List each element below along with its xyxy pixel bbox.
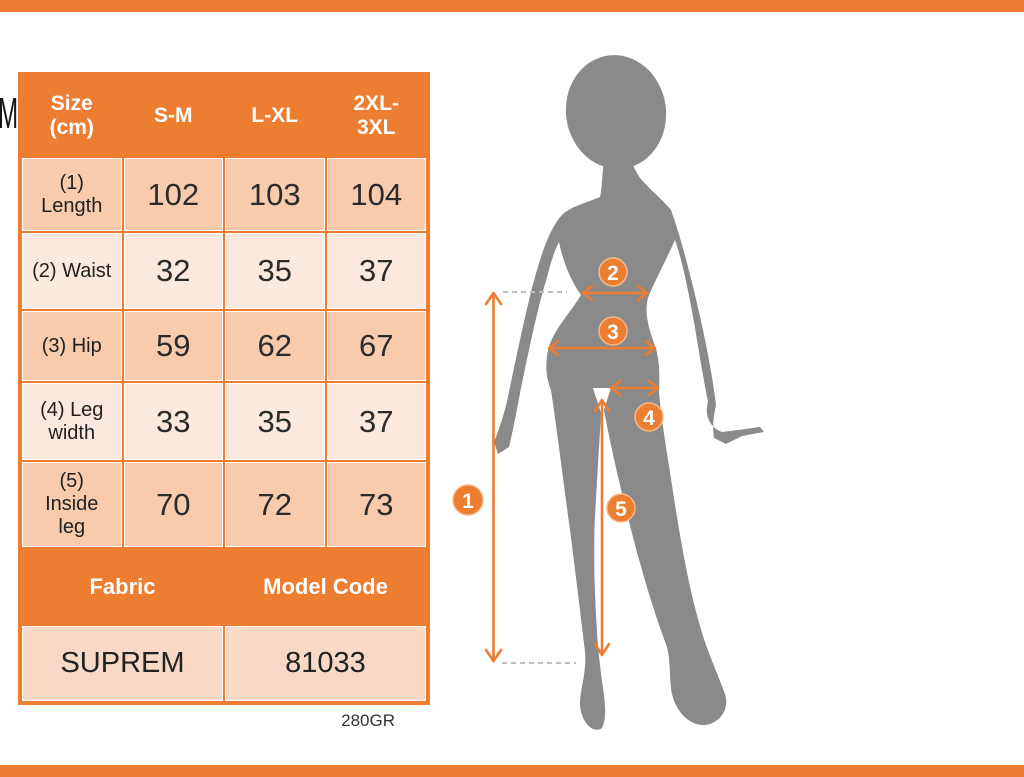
measurement-figure: 1 2 3 4 5 xyxy=(440,40,780,745)
model-code-value: 81033 xyxy=(226,627,425,700)
column-header-sm: S-M xyxy=(124,77,222,155)
row-label-hip: (3) Hip xyxy=(23,312,121,380)
marker-5-number: 5 xyxy=(615,498,627,521)
leg-width-value-lxl: 35 xyxy=(226,384,324,459)
length-value-lxl: 103 xyxy=(226,159,324,230)
left-edge-letter: M xyxy=(0,89,19,138)
leg-width-value-2xl3xl: 37 xyxy=(327,384,425,459)
waist-value-2xl3xl: 37 xyxy=(327,234,425,308)
column-header-2xl3xl: 2XL- 3XL xyxy=(327,77,425,155)
waist-arrow xyxy=(581,284,649,302)
inside-leg-value-sm: 70 xyxy=(124,463,222,546)
model-code-header: Model Code xyxy=(226,550,425,623)
hip-value-2xl3xl: 67 xyxy=(327,312,425,380)
hip-arrow xyxy=(547,339,657,357)
length-value-2xl3xl: 104 xyxy=(327,159,425,230)
leg-width-value-sm: 33 xyxy=(124,384,222,459)
marker-4-number: 4 xyxy=(643,407,655,430)
inside-leg-value-2xl3xl: 73 xyxy=(327,463,425,546)
size-unit-header: Size (cm) xyxy=(23,77,121,155)
marker-2: 2 xyxy=(598,257,628,287)
head-shape xyxy=(565,55,667,169)
marker-1-number: 1 xyxy=(462,490,474,513)
torso-limbs-shape xyxy=(494,158,764,730)
leg-width-arrow xyxy=(609,379,660,397)
size-chart-table: Size (cm) S-M L-XL 2XL- 3XL (1) Length 1… xyxy=(18,72,430,705)
bottom-accent-bar xyxy=(0,765,1024,777)
fabric-header: Fabric xyxy=(23,550,222,623)
length-value-sm: 102 xyxy=(124,159,222,230)
top-accent-bar xyxy=(0,0,1024,12)
row-label-inside-leg: (5) Inside leg xyxy=(23,463,121,546)
marker-3-number: 3 xyxy=(607,321,619,344)
marker-3: 3 xyxy=(598,316,628,346)
row-label-length: (1) Length xyxy=(23,159,121,230)
hip-value-sm: 59 xyxy=(124,312,222,380)
weight-note: 280GR xyxy=(341,711,395,730)
hip-value-lxl: 62 xyxy=(226,312,324,380)
inside-leg-value-lxl: 72 xyxy=(226,463,324,546)
inside-leg-arrow xyxy=(593,398,611,657)
marker-1: 1 xyxy=(452,484,484,516)
waist-value-lxl: 35 xyxy=(226,234,324,308)
marker-5: 5 xyxy=(606,493,636,523)
waist-value-sm: 32 xyxy=(124,234,222,308)
marker-2-number: 2 xyxy=(607,262,619,285)
body-silhouette xyxy=(494,55,764,730)
length-arrow xyxy=(484,291,503,663)
marker-4: 4 xyxy=(634,402,664,432)
row-label-waist: (2) Waist xyxy=(23,234,121,308)
row-label-leg-width: (4) Leg width xyxy=(23,384,121,459)
column-header-lxl: L-XL xyxy=(226,77,324,155)
fabric-value: SUPREM xyxy=(23,627,222,700)
